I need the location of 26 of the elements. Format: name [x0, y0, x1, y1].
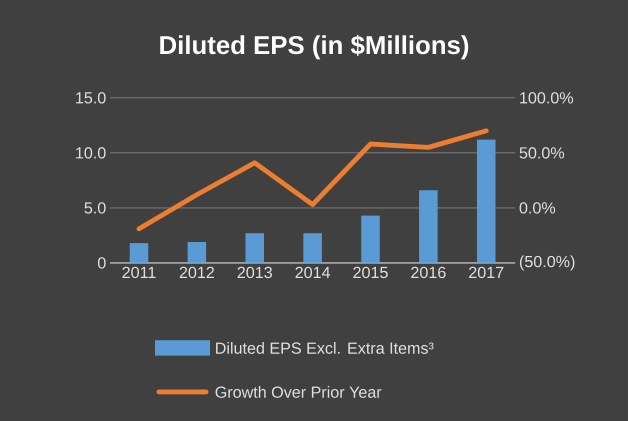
chart-title: Diluted EPS (in $Millions)	[160, 34, 468, 60]
legend-label: Diluted EPS Excl. Extra Items³	[216, 342, 434, 354]
x-tick-label: 2015	[353, 266, 388, 278]
bar	[303, 233, 322, 263]
legend-label: Growth Over Prior Year	[216, 386, 382, 398]
bar	[130, 243, 148, 263]
bar	[361, 216, 380, 263]
x-tick-label: 2013	[238, 266, 272, 278]
y-tick-label: 15.0	[76, 92, 106, 104]
y2-tick-label: 0.0%	[520, 202, 556, 214]
x-tick-label: 2017	[469, 266, 504, 278]
bar	[188, 242, 206, 263]
x-tick-label: 2011	[122, 266, 156, 278]
x-tick-label: 2012	[180, 266, 214, 278]
y-tick-label: 10.0	[76, 147, 106, 159]
bar	[476, 140, 496, 263]
y2-tick-label: (50.0%)	[520, 255, 574, 270]
y2-tick-label: 100.0%	[520, 92, 574, 104]
bar	[245, 233, 264, 263]
bar	[419, 190, 438, 263]
x-tick-label: 2014	[296, 266, 330, 278]
line-series	[136, 128, 489, 232]
y-tick-label: 0	[98, 257, 106, 269]
y2-tick-label: 50.0%	[520, 147, 564, 159]
x-tick-label: 2016	[411, 266, 446, 278]
y-tick-label: 5.0	[84, 202, 106, 214]
